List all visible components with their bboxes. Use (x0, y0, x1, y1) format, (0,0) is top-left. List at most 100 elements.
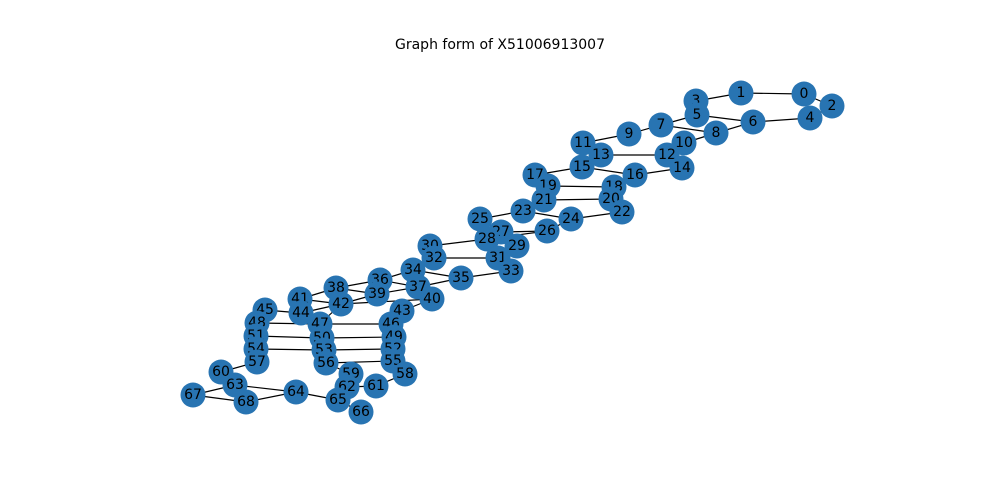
graph-node-circle (791, 81, 817, 107)
graph-node-circle (498, 258, 524, 284)
graph-node-label: 22 (613, 204, 631, 220)
graph-node-label: 8 (712, 125, 721, 141)
graph-node: 15 (569, 154, 595, 180)
graph-node-circle (244, 349, 270, 375)
graph-node-circle (283, 379, 309, 405)
graph-node: 28 (474, 226, 500, 252)
graph-node-circle (616, 121, 642, 147)
graph-node-label: 21 (535, 192, 553, 208)
graph-node-label: 15 (573, 159, 591, 175)
graph-node-circle (797, 105, 823, 131)
graph-node-circle (325, 387, 351, 413)
graph-title: Graph form of X51006913007 (395, 37, 605, 53)
graph-node: 64 (283, 379, 309, 405)
graph-node-label: 29 (508, 238, 526, 254)
graph-node-label: 2 (828, 98, 837, 114)
graph-node-circle (328, 291, 354, 317)
graph-node: 9 (616, 121, 642, 147)
graph-node: 5 (684, 102, 710, 128)
graph-node-label: 5 (693, 107, 702, 123)
graph-node-circle (510, 198, 536, 224)
graph-node-label: 42 (332, 296, 350, 312)
graph-node-circle (419, 286, 445, 312)
graph-node: 56 (313, 350, 339, 376)
graph-node-label: 63 (226, 377, 244, 393)
graph-node-label: 7 (657, 117, 666, 133)
graph-node-circle (448, 265, 474, 291)
graph-node-circle (648, 112, 674, 138)
graph-node: 61 (363, 373, 389, 399)
graph-node: 24 (558, 206, 584, 232)
graph-node: 25 (467, 206, 493, 232)
graph-node: 57 (244, 349, 270, 375)
graph-node-circle (622, 162, 648, 188)
graph-node: 42 (328, 291, 354, 317)
graph-node: 21 (531, 187, 557, 213)
graph-node-label: 32 (425, 250, 443, 266)
graph-node-label: 67 (184, 387, 202, 403)
graph-node-label: 35 (452, 270, 470, 286)
graph-node-label: 14 (673, 160, 691, 176)
graph-node-circle (570, 130, 596, 156)
graph-node-label: 34 (404, 262, 422, 278)
graph-node-circle (364, 281, 390, 307)
graph-node: 7 (648, 112, 674, 138)
graph-nodes: 0123456789101112131415161718192021222324… (180, 80, 845, 425)
graph-node-label: 6 (749, 114, 758, 130)
graph-node-circle (819, 93, 845, 119)
graph-node-circle (534, 218, 560, 244)
graph-node: 22 (609, 199, 635, 225)
graph-node-circle (703, 120, 729, 146)
graph-node-circle (421, 245, 447, 271)
graph-node: 32 (421, 245, 447, 271)
graph-node: 33 (498, 258, 524, 284)
graph-node-circle (348, 399, 374, 425)
graph-node: 16 (622, 162, 648, 188)
graph-node: 68 (233, 389, 259, 415)
graph-node-circle (569, 154, 595, 180)
graph-node: 29 (504, 233, 530, 259)
graph-node: 2 (819, 93, 845, 119)
graph-node-circle (288, 300, 314, 326)
graph-node-label: 39 (368, 286, 386, 302)
graph-node: 1 (728, 80, 754, 106)
graph-node: 0 (791, 81, 817, 107)
graph-node-label: 0 (800, 86, 809, 102)
graph-node-label: 57 (248, 354, 266, 370)
graph-node-circle (740, 109, 766, 135)
graph-node: 40 (419, 286, 445, 312)
graph-node-label: 16 (626, 167, 644, 183)
graph-node: 14 (669, 155, 695, 181)
graph-node: 11 (570, 130, 596, 156)
graph-node-circle (180, 382, 206, 408)
graph-node-label: 64 (287, 384, 305, 400)
graph-node-label: 25 (471, 211, 489, 227)
graph-node-label: 40 (423, 291, 441, 307)
graph-node-circle (474, 226, 500, 252)
graph-node-label: 12 (658, 147, 676, 163)
graph-node-label: 33 (502, 263, 520, 279)
graph-node: 39 (364, 281, 390, 307)
graph-node: 67 (180, 382, 206, 408)
graph-node-circle (504, 233, 530, 259)
graph-node-label: 44 (292, 305, 310, 321)
graph-node-label: 66 (352, 404, 370, 420)
graph-node-label: 23 (514, 203, 532, 219)
graph-node-circle (531, 187, 557, 213)
graph-node-label: 26 (538, 223, 556, 239)
graph-node: 4 (797, 105, 823, 131)
graph-node-circle (669, 155, 695, 181)
graph-node-circle (588, 142, 614, 168)
graph-node: 8 (703, 120, 729, 146)
graph-node-label: 4 (806, 110, 815, 126)
graph-node-circle (728, 80, 754, 106)
graph-node: 58 (392, 361, 418, 387)
graph-node: 23 (510, 198, 536, 224)
graph-node: 35 (448, 265, 474, 291)
graph-node: 13 (588, 142, 614, 168)
graph-node-label: 9 (625, 126, 634, 142)
graph-node-label: 11 (574, 135, 592, 151)
graph-node-circle (363, 373, 389, 399)
graph-node-circle (558, 206, 584, 232)
